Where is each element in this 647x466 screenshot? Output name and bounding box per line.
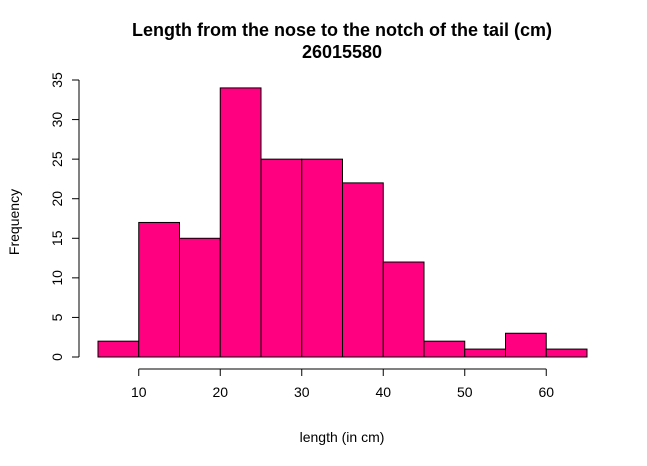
- y-tick-label: 20: [49, 191, 65, 207]
- histogram-bar: [179, 237, 221, 358]
- y-tick-label: 0: [49, 353, 65, 361]
- y-tick-label: 25: [49, 151, 65, 167]
- histogram-bar: [545, 348, 588, 358]
- histogram-bar: [423, 340, 466, 358]
- histogram-bar: [219, 87, 262, 358]
- y-tick-label: 15: [49, 230, 65, 246]
- y-tick-label: 30: [49, 112, 65, 128]
- histogram-bar: [138, 221, 180, 358]
- bars-group: [97, 87, 588, 358]
- histogram-bar: [97, 340, 140, 358]
- x-axis-label: length (in cm): [300, 429, 385, 445]
- histogram-bar: [260, 158, 303, 358]
- histogram-bar: [342, 182, 384, 358]
- x-tick-label: 60: [538, 384, 554, 400]
- x-tick-label: 50: [457, 384, 473, 400]
- histogram-bar: [382, 261, 425, 358]
- y-tick-label: 5: [49, 313, 65, 321]
- y-axis: 0 5 10 15 20 25 30 35: [49, 72, 80, 361]
- x-tick-label: 30: [294, 384, 310, 400]
- histogram-bar: [464, 348, 506, 358]
- x-tick-label: 20: [212, 384, 228, 400]
- histogram-bar: [505, 332, 547, 358]
- y-tick-label: 35: [49, 72, 65, 88]
- y-tick-label: 10: [49, 270, 65, 286]
- histogram-bar: [301, 158, 343, 358]
- chart-title: Length from the nose to the notch of the…: [132, 20, 552, 40]
- x-axis: 10 20 30 40 50 60: [131, 368, 554, 400]
- x-tick-label: 40: [375, 384, 391, 400]
- x-tick-label: 10: [131, 384, 147, 400]
- y-axis-label: Frequency: [6, 189, 22, 255]
- chart-subtitle: 26015580: [302, 42, 382, 62]
